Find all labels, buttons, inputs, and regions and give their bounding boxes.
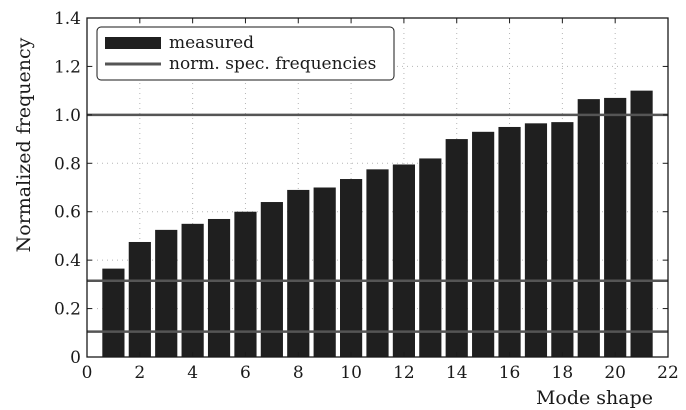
x-tick-label: 6 xyxy=(240,363,251,383)
x-tick-label: 8 xyxy=(293,363,304,383)
bar xyxy=(630,90,653,358)
legend-label-spec-frequencies: norm. spec. frequencies xyxy=(169,54,376,74)
y-tick-label: 0.2 xyxy=(54,300,81,320)
x-tick-label: 0 xyxy=(82,363,93,383)
y-tick-label: 0 xyxy=(70,348,81,368)
plot-frame xyxy=(86,17,669,358)
bar xyxy=(472,131,495,357)
bar xyxy=(445,139,468,357)
bar xyxy=(524,123,548,357)
bar xyxy=(181,223,204,357)
x-tick-label: 20 xyxy=(604,363,626,383)
x-tick-label: 10 xyxy=(340,363,362,383)
x-tick-label: 14 xyxy=(446,363,468,383)
bar xyxy=(287,189,310,357)
bar xyxy=(392,164,416,357)
y-tick-label: 0.4 xyxy=(54,251,81,271)
y-tick-label: 1.0 xyxy=(54,106,81,126)
x-axis-title: Mode shape xyxy=(536,387,653,409)
x-tick-label: 4 xyxy=(187,363,198,383)
bar xyxy=(102,268,125,357)
bar xyxy=(313,187,336,357)
bar xyxy=(498,126,521,357)
bar xyxy=(577,99,600,357)
bar-series xyxy=(102,90,653,358)
y-axis-title: Normalized frequency xyxy=(13,37,35,252)
x-tick-label: 16 xyxy=(499,363,521,383)
x-tick-label: 12 xyxy=(393,363,415,383)
bar xyxy=(604,97,627,358)
axis-ticks: 0 2 4 6 8 10 12 14 16 18 20 22 0 0.2 0.4 0.6 0.8 1.0 1.2 1.… xyxy=(54,9,679,383)
bar xyxy=(155,229,178,357)
x-tick-label: 22 xyxy=(657,363,679,383)
bar xyxy=(419,158,442,357)
y-tick-label: 1.2 xyxy=(54,57,81,77)
y-tick-label: 0.6 xyxy=(54,203,81,223)
x-tick-label: 18 xyxy=(552,363,574,383)
bar xyxy=(128,241,151,357)
bar xyxy=(366,169,389,357)
legend: measured norm. spec. frequencies xyxy=(96,26,395,81)
legend-bar-swatch xyxy=(105,37,161,49)
bar xyxy=(234,211,257,357)
legend-label-measured: measured xyxy=(169,33,254,53)
legend-box xyxy=(96,26,395,81)
bar xyxy=(551,122,574,357)
x-tick-label: 2 xyxy=(134,363,145,383)
y-tick-label: 0.8 xyxy=(54,154,81,174)
bar xyxy=(339,179,363,357)
bar xyxy=(207,218,231,357)
y-tick-label: 1.4 xyxy=(54,9,81,29)
reference-lines xyxy=(87,113,668,333)
